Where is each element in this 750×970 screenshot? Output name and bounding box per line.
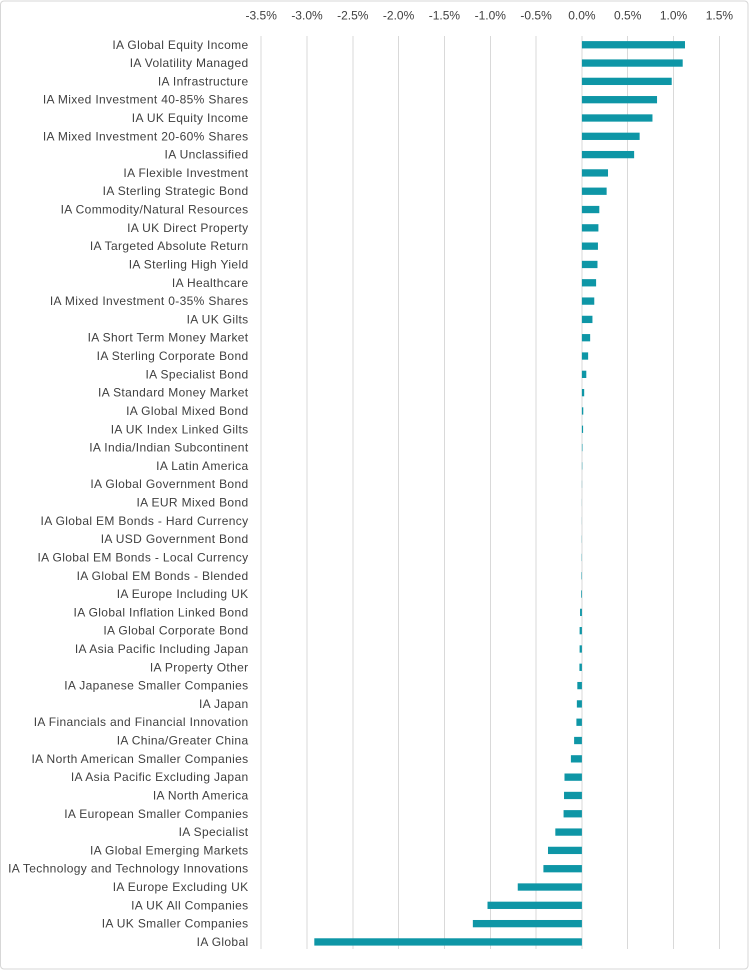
svg-text:IA Infrastructure: IA Infrastructure	[158, 74, 249, 88]
svg-text:IA Europe Excluding UK: IA Europe Excluding UK	[113, 880, 249, 894]
svg-text:-1.0%: -1.0%	[475, 9, 507, 23]
svg-text:IA UK Gilts: IA UK Gilts	[187, 312, 249, 326]
svg-text:IA Specialist: IA Specialist	[179, 825, 249, 839]
svg-text:1.0%: 1.0%	[660, 9, 688, 23]
svg-text:IA Unclassified: IA Unclassified	[165, 148, 249, 162]
svg-text:IA UK Direct Property: IA UK Direct Property	[127, 221, 248, 235]
svg-text:IA Global Equity Income: IA Global Equity Income	[112, 38, 248, 52]
svg-text:IA Global Government Bond: IA Global Government Bond	[90, 477, 248, 491]
svg-text:IA Sterling Strategic Bond: IA Sterling Strategic Bond	[103, 184, 249, 198]
svg-text:-3.5%: -3.5%	[246, 9, 278, 23]
svg-text:IA USD Government Bond: IA USD Government Bond	[101, 532, 249, 546]
svg-text:IA China/Greater China: IA China/Greater China	[117, 734, 249, 748]
svg-text:IA Global Emerging Markets: IA Global Emerging Markets	[90, 843, 249, 857]
svg-text:IA Standard Money Market: IA Standard Money Market	[98, 386, 249, 400]
svg-text:IA Healthcare: IA Healthcare	[172, 276, 249, 290]
svg-text:IA UK Equity Income: IA UK Equity Income	[132, 111, 249, 125]
svg-text:IA Short Term Money Market: IA Short Term Money Market	[88, 331, 249, 345]
svg-text:1.5%: 1.5%	[706, 9, 734, 23]
svg-text:IA Asia Pacific Excluding Japa: IA Asia Pacific Excluding Japan	[71, 770, 249, 784]
svg-text:IA Commodity/Natural Resources: IA Commodity/Natural Resources	[61, 203, 249, 217]
svg-text:IA UK Smaller Companies: IA UK Smaller Companies	[102, 917, 249, 931]
svg-text:IA UK Index Linked Gilts: IA UK Index Linked Gilts	[111, 422, 249, 436]
svg-text:IA Property Other: IA Property Other	[150, 660, 249, 674]
svg-text:IA Global Corporate Bond: IA Global Corporate Bond	[103, 624, 248, 638]
svg-text:IA European Smaller Companies: IA European Smaller Companies	[64, 807, 248, 821]
svg-text:IA EUR Mixed Bond: IA EUR Mixed Bond	[137, 496, 249, 510]
svg-text:IA Mixed Investment 40-85% Sha: IA Mixed Investment 40-85% Shares	[43, 93, 249, 107]
svg-text:0.0%: 0.0%	[568, 9, 596, 23]
svg-text:IA Flexible Investment: IA Flexible Investment	[123, 166, 248, 180]
svg-text:-2.0%: -2.0%	[383, 9, 415, 23]
svg-text:-1.5%: -1.5%	[429, 9, 461, 23]
svg-text:-3.0%: -3.0%	[291, 9, 323, 23]
svg-text:IA Latin America: IA Latin America	[156, 459, 248, 473]
svg-text:IA Sterling High Yield: IA Sterling High Yield	[129, 257, 249, 271]
svg-text:IA Specialist Bond: IA Specialist Bond	[145, 367, 248, 381]
svg-text:IA North America: IA North America	[153, 788, 249, 802]
svg-text:IA Global: IA Global	[197, 935, 249, 949]
svg-text:IA Mixed Investment 0-35% Shar: IA Mixed Investment 0-35% Shares	[50, 294, 249, 308]
svg-text:-2.5%: -2.5%	[337, 9, 369, 23]
svg-text:IA Japanese Smaller Companies: IA Japanese Smaller Companies	[64, 679, 248, 693]
svg-text:IA Global Inflation Linked Bon: IA Global Inflation Linked Bond	[74, 605, 249, 619]
svg-text:IA India/Indian Subcontinent: IA India/Indian Subcontinent	[89, 441, 249, 455]
svg-text:IA North American Smaller Comp: IA North American Smaller Companies	[32, 752, 249, 766]
svg-text:IA Technology and Technology I: IA Technology and Technology Innovations	[8, 862, 248, 876]
svg-text:IA Mixed Investment 20-60% Sha: IA Mixed Investment 20-60% Shares	[43, 129, 249, 143]
svg-text:0.5%: 0.5%	[614, 9, 642, 23]
svg-text:IA Europe Including UK: IA Europe Including UK	[117, 587, 249, 601]
svg-text:IA Global EM Bonds - Hard Curr: IA Global EM Bonds - Hard Currency	[41, 514, 249, 528]
svg-text:IA Asia Pacific Including Japa: IA Asia Pacific Including Japan	[75, 642, 249, 656]
svg-text:-0.5%: -0.5%	[520, 9, 552, 23]
svg-text:IA Global EM Bonds - Blended: IA Global EM Bonds - Blended	[77, 569, 249, 583]
svg-text:IA Japan: IA Japan	[199, 697, 249, 711]
svg-text:IA Volatility Managed: IA Volatility Managed	[130, 56, 249, 70]
svg-text:IA UK All Companies: IA UK All Companies	[131, 898, 248, 912]
svg-text:IA Global EM Bonds - Local Cur: IA Global EM Bonds - Local Currency	[37, 550, 248, 564]
svg-text:IA Targeted Absolute Return: IA Targeted Absolute Return	[90, 239, 249, 253]
svg-text:IA Financials and Financial In: IA Financials and Financial Innovation	[34, 715, 249, 729]
svg-text:IA Global Mixed Bond: IA Global Mixed Bond	[126, 404, 248, 418]
svg-text:IA Sterling Corporate Bond: IA Sterling Corporate Bond	[97, 349, 249, 363]
